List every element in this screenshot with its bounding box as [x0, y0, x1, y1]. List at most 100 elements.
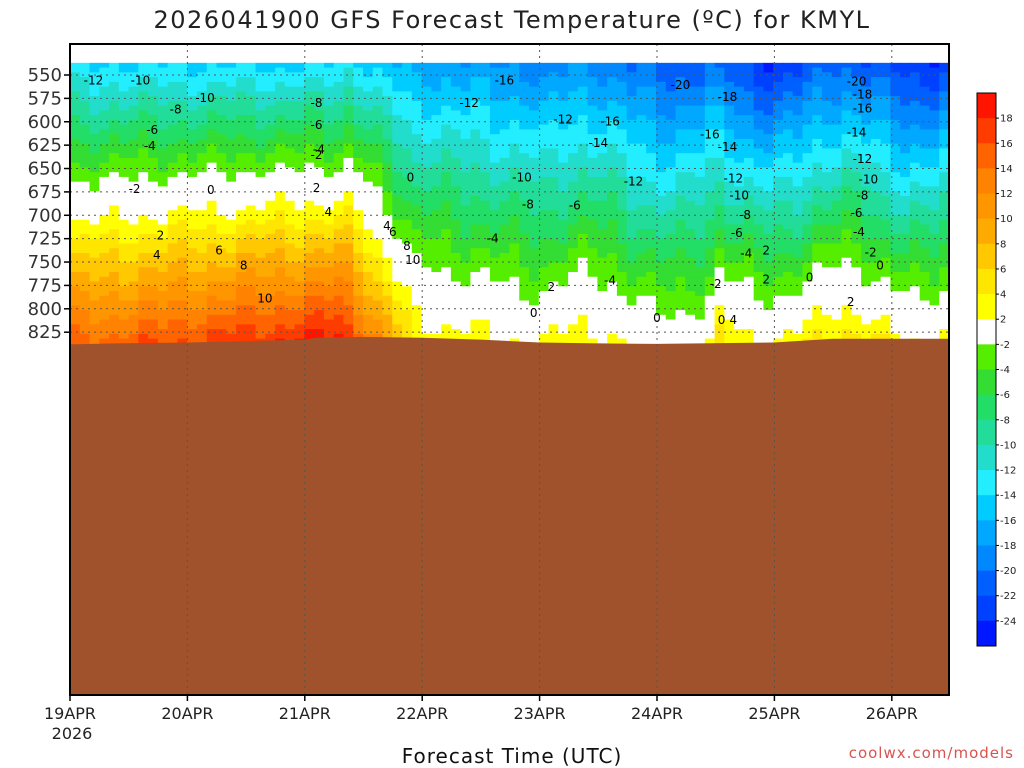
- field-cell: [363, 105, 374, 111]
- field-cell: [870, 134, 882, 140]
- field-cell: [99, 77, 110, 83]
- field-cell: [714, 195, 725, 202]
- field-cell: [275, 143, 286, 150]
- field-cell: [831, 314, 843, 321]
- field-cell: [587, 100, 598, 107]
- field-cell: [685, 134, 696, 140]
- field-cell: [802, 272, 813, 278]
- field-cell: [734, 143, 745, 150]
- field-cell: [685, 162, 696, 169]
- field-cell: [616, 262, 628, 268]
- field-cell: [323, 81, 335, 88]
- field-cell: [99, 62, 110, 69]
- field-cell: [763, 329, 774, 335]
- field-cell: [421, 62, 432, 69]
- field-cell: [128, 262, 139, 268]
- field-cell: [489, 233, 501, 240]
- field-cell: [216, 272, 227, 278]
- field-cell: [128, 224, 139, 230]
- field-cell: [323, 229, 335, 235]
- field-cell: [607, 105, 618, 111]
- field-cell: [109, 134, 120, 140]
- field-cell: [636, 253, 647, 259]
- field-cell: [206, 205, 218, 211]
- field-cell: [265, 115, 276, 121]
- field-cell: [529, 229, 540, 235]
- field-cell: [441, 214, 452, 221]
- field-cell: [157, 157, 169, 164]
- field-cell: [89, 314, 100, 321]
- field-cell: [372, 143, 384, 150]
- field-cell: [734, 214, 745, 221]
- field-cell: [568, 124, 579, 130]
- field-cell: [782, 167, 794, 173]
- field-cell: [167, 100, 179, 107]
- field-cell: [646, 314, 657, 321]
- field-cell: [587, 162, 598, 169]
- field-cell: [685, 214, 696, 221]
- field-cell: [284, 148, 296, 154]
- field-cell: [616, 310, 628, 316]
- field-cell: [402, 91, 413, 97]
- field-cell: [753, 134, 765, 140]
- field-cell: [695, 105, 706, 111]
- field-cell: [636, 272, 647, 278]
- field-cell: [519, 172, 530, 178]
- field-cell: [343, 233, 354, 240]
- field-cell: [441, 333, 452, 340]
- field-cell: [363, 272, 374, 278]
- field-cell: [157, 300, 169, 306]
- field-cell: [509, 129, 520, 135]
- field-cell: [363, 281, 374, 287]
- field-cell: [577, 143, 589, 150]
- field-cell: [480, 110, 491, 116]
- field-cell: [460, 186, 472, 192]
- field-cell: [314, 205, 325, 211]
- field-cell: [656, 124, 667, 130]
- field-cell: [529, 310, 540, 316]
- field-cell: [851, 77, 862, 83]
- field-cell: [206, 310, 218, 316]
- field-cell: [206, 253, 218, 259]
- field-cell: [89, 205, 100, 211]
- field-cell: [265, 291, 276, 297]
- field-cell: [216, 86, 227, 92]
- field-cell: [704, 243, 716, 249]
- field-cell: [831, 115, 843, 121]
- field-cell: [411, 162, 423, 169]
- field-cell: [724, 214, 735, 221]
- field-cell: [392, 81, 403, 88]
- field-cell: [636, 115, 647, 121]
- field-cell: [450, 186, 462, 192]
- field-cell: [196, 219, 208, 226]
- field-cell: [323, 314, 335, 321]
- field-cell: [646, 81, 657, 88]
- field-cell: [411, 210, 423, 216]
- field-cell: [450, 267, 462, 273]
- field-cell: [607, 310, 618, 316]
- field-cell: [812, 248, 823, 254]
- field-cell: [616, 138, 628, 145]
- field-cell: [636, 295, 647, 302]
- field-cell: [109, 210, 120, 216]
- field-cell: [529, 81, 540, 88]
- field-cell: [70, 186, 81, 192]
- field-cell: [323, 233, 335, 240]
- field-cell: [714, 157, 725, 164]
- field-cell: [343, 224, 354, 230]
- field-cell: [236, 119, 247, 126]
- field-cell: [421, 72, 432, 78]
- field-cell: [714, 214, 725, 221]
- field-cell: [548, 238, 559, 245]
- field-cell: [70, 253, 81, 259]
- field-cell: [333, 219, 345, 226]
- field-cell: [265, 105, 276, 111]
- field-cell: [206, 119, 218, 126]
- field-cell: [636, 186, 647, 192]
- field-cell: [665, 172, 677, 178]
- field-cell: [607, 329, 618, 335]
- chart-title: 2026041900 GFS Forecast Temperature (ºC)…: [153, 6, 871, 34]
- field-cell: [656, 100, 667, 107]
- field-cell: [685, 257, 696, 264]
- field-cell: [558, 100, 569, 107]
